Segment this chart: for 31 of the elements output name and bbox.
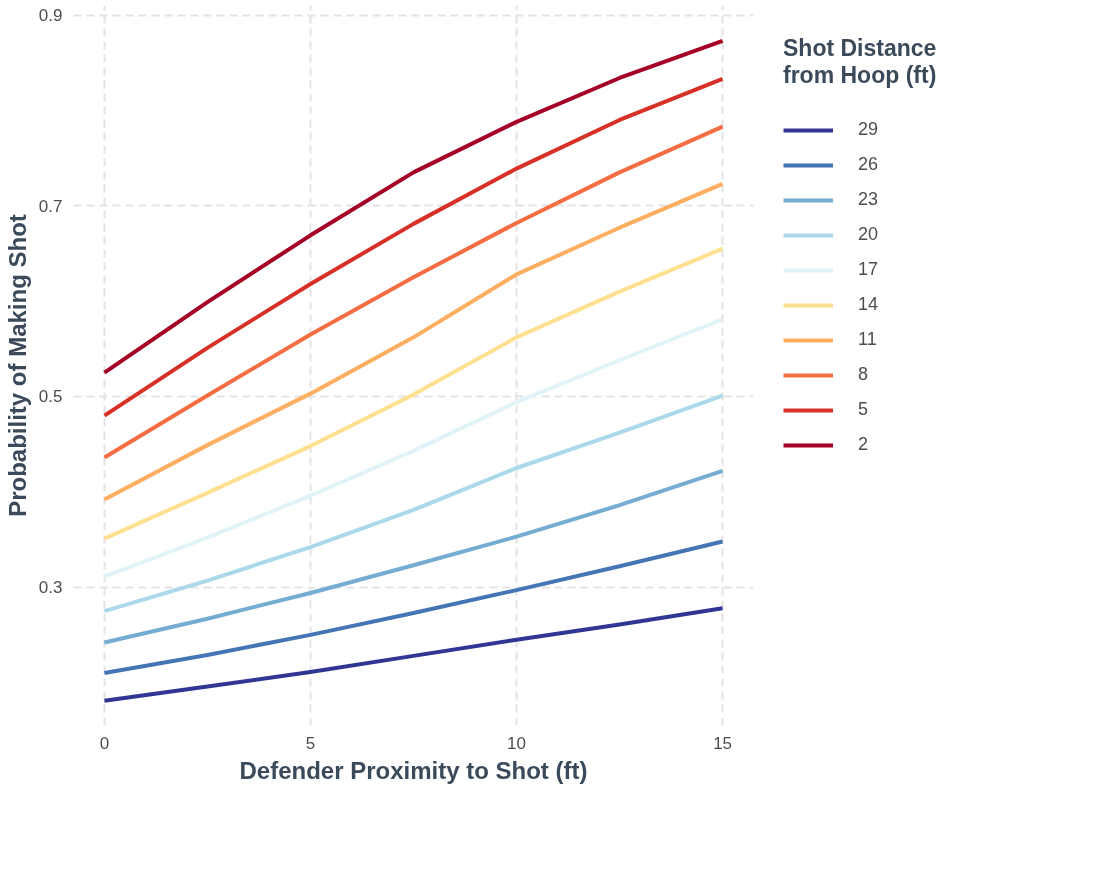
legend-label: 29 <box>858 119 879 140</box>
x-tick-label: 5 <box>305 733 316 753</box>
line-series <box>102 124 725 460</box>
y-tick-label: 0.5 <box>38 387 63 407</box>
x-tick-label: 10 <box>507 733 526 753</box>
y-tick-label: 0.9 <box>38 6 63 26</box>
y-axis-title: Probability of Making Shot <box>3 214 31 517</box>
line-series <box>102 246 725 541</box>
line-series <box>102 317 725 579</box>
y-tick-label: 0.7 <box>38 196 63 216</box>
x-tick-label: 0 <box>99 733 110 753</box>
legend-label: 26 <box>858 154 879 175</box>
legend-label: 11 <box>858 329 878 350</box>
line-series <box>102 468 725 645</box>
legend-label: 2 <box>858 434 869 455</box>
legend-label: 5 <box>858 399 869 420</box>
line-series <box>102 393 725 614</box>
legend-label: 20 <box>858 224 879 245</box>
legend-title: Shot Distance from Hoop (ft) <box>783 35 937 89</box>
line-series <box>102 76 725 418</box>
line-series <box>102 181 725 502</box>
line-series <box>102 606 725 703</box>
x-tick-label: 15 <box>713 733 733 753</box>
legend-label: 8 <box>858 364 869 385</box>
y-tick-label: 0.3 <box>38 578 63 598</box>
line-series <box>102 539 725 676</box>
legend-label: 14 <box>858 294 879 315</box>
legend-label: 17 <box>858 259 879 280</box>
line-series <box>102 38 725 375</box>
legend-label: 23 <box>858 189 879 210</box>
x-axis-title: Defender Proximity to Shot (ft) <box>239 756 588 784</box>
